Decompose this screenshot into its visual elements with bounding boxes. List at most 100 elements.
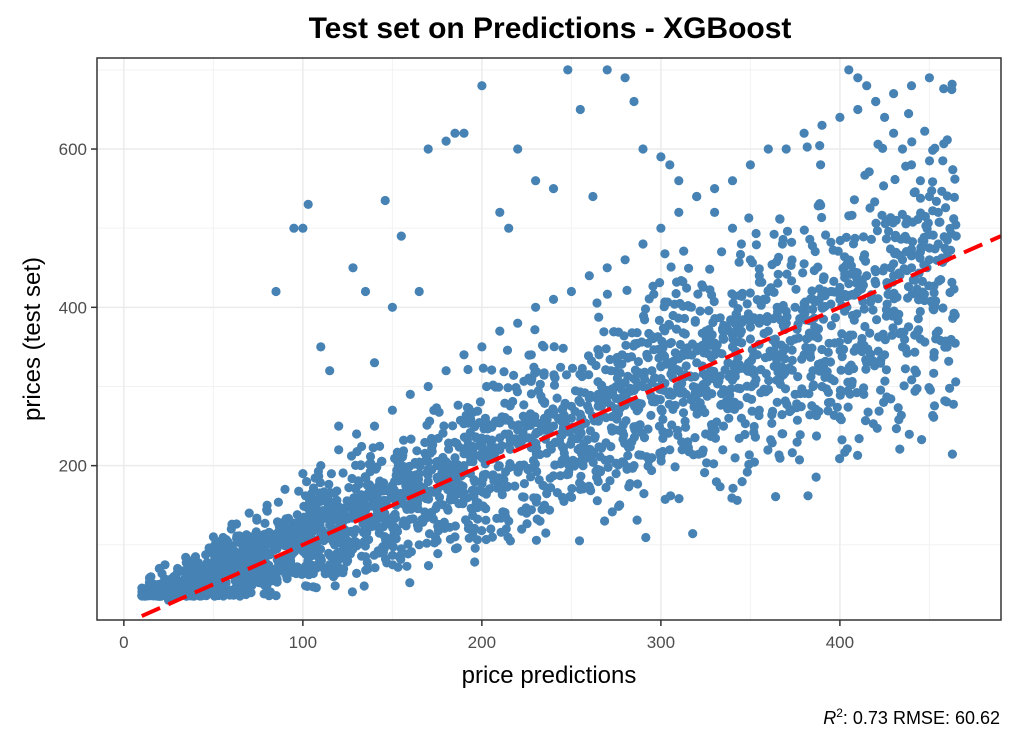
data-point <box>847 380 857 390</box>
data-point <box>687 339 698 349</box>
data-point <box>272 517 283 527</box>
data-point <box>835 345 845 356</box>
data-point <box>665 160 675 170</box>
data-point <box>176 583 186 593</box>
x-axis-title: price predictions <box>462 662 637 689</box>
data-point <box>478 487 488 497</box>
data-point <box>413 523 423 533</box>
data-point <box>477 526 487 536</box>
data-point <box>815 141 825 151</box>
data-point <box>646 331 656 341</box>
data-point <box>632 515 642 525</box>
data-point <box>873 346 883 356</box>
data-point <box>777 362 787 372</box>
data-point <box>928 410 938 421</box>
data-point <box>647 366 657 376</box>
data-point <box>920 126 930 136</box>
data-point <box>656 223 666 233</box>
data-point <box>787 255 797 265</box>
data-point <box>526 376 536 386</box>
data-point <box>601 413 611 423</box>
data-point <box>782 226 793 236</box>
data-point <box>778 300 788 311</box>
data-point <box>592 298 602 308</box>
data-point <box>463 364 473 375</box>
data-point <box>942 135 952 145</box>
data-point <box>414 540 424 550</box>
data-point <box>607 507 617 517</box>
data-point <box>557 405 567 415</box>
data-point <box>536 420 546 430</box>
data-point <box>744 359 754 369</box>
x-tick-label: 300 <box>647 633 675 652</box>
data-point <box>915 176 926 186</box>
data-point <box>745 288 755 298</box>
data-point <box>552 393 562 403</box>
data-point <box>570 406 580 416</box>
data-point <box>930 244 940 254</box>
data-point <box>512 387 523 397</box>
data-point <box>309 523 319 533</box>
data-point <box>602 263 612 273</box>
data-point <box>208 568 218 578</box>
data-point <box>698 341 709 351</box>
data-point <box>950 338 960 348</box>
data-point <box>348 263 358 273</box>
data-point <box>621 416 631 426</box>
data-point <box>414 286 424 297</box>
data-point <box>236 558 247 568</box>
data-point <box>410 457 420 468</box>
data-point <box>734 433 744 443</box>
data-point <box>810 322 820 332</box>
data-point <box>938 303 948 313</box>
data-point <box>544 505 555 515</box>
data-point <box>606 366 616 376</box>
data-point <box>691 393 701 403</box>
data-point <box>639 489 649 499</box>
data-point <box>294 486 304 496</box>
data-point <box>820 301 830 312</box>
data-point <box>225 558 235 568</box>
data-point <box>513 318 523 328</box>
data-point <box>710 433 721 443</box>
data-point <box>464 533 474 543</box>
data-point <box>585 390 595 400</box>
data-point <box>542 489 552 499</box>
data-point <box>900 334 910 345</box>
data-point <box>406 547 416 557</box>
data-point <box>901 219 911 229</box>
data-point <box>690 372 700 382</box>
data-point <box>907 137 917 147</box>
data-point <box>526 472 536 482</box>
data-point <box>840 262 850 272</box>
data-point <box>865 203 875 213</box>
data-point <box>745 367 756 377</box>
data-point <box>364 459 374 469</box>
data-point <box>647 465 657 476</box>
data-point <box>870 265 880 275</box>
data-point <box>585 444 595 454</box>
data-point <box>787 237 797 247</box>
data-point <box>310 473 320 483</box>
data-point <box>680 329 690 339</box>
data-point <box>269 545 279 555</box>
data-point <box>548 294 559 304</box>
r2-exponent: 2 <box>836 706 843 720</box>
data-point <box>349 502 359 512</box>
data-point <box>735 384 745 394</box>
data-point <box>334 445 344 455</box>
data-point <box>374 548 384 558</box>
data-point <box>277 562 287 572</box>
data-point <box>883 289 893 300</box>
data-point <box>751 240 762 250</box>
data-point <box>880 376 890 386</box>
data-point <box>677 378 687 388</box>
data-point <box>601 393 611 403</box>
data-point <box>791 284 801 294</box>
data-point <box>344 544 354 554</box>
data-point <box>887 330 897 340</box>
data-point <box>591 466 601 476</box>
data-point <box>277 530 287 540</box>
data-point <box>503 481 513 492</box>
data-point <box>508 396 518 407</box>
